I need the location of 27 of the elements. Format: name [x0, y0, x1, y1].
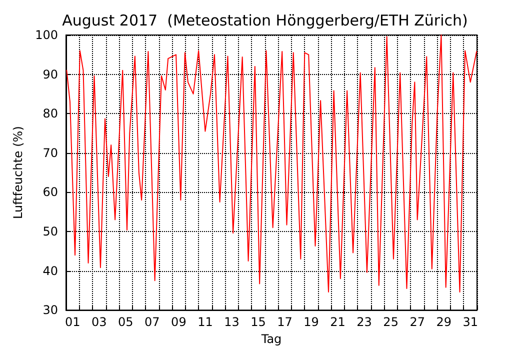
- chart-title: August 2017 (Meteostation Hönggerberg/ETH Zürich): [62, 12, 468, 30]
- x-tick-label: 05: [118, 315, 134, 330]
- x-tick-label: 31: [462, 315, 478, 330]
- y-tick-label: 30: [42, 303, 58, 318]
- y-tick-label: 40: [42, 264, 58, 278]
- y-tick-label: 70: [42, 146, 58, 160]
- x-tick-label: 03: [92, 315, 107, 330]
- x-tick-label: 23: [356, 315, 372, 330]
- y-tick-label: 100: [35, 28, 58, 42]
- y-tick-label: 80: [42, 106, 58, 121]
- x-tick-label: 07: [144, 315, 160, 330]
- x-tick-label: 15: [250, 315, 266, 330]
- x-tick-label: 17: [277, 315, 292, 330]
- x-tick-label: 01: [64, 315, 80, 330]
- y-axis-title: Luftfeuchte (%): [11, 126, 26, 219]
- x-tick-label: 27: [410, 315, 425, 330]
- x-tick-label: 13: [224, 315, 240, 330]
- x-tick-label: 21: [330, 315, 346, 330]
- y-tick-label: 60: [42, 185, 58, 200]
- x-tick-label: 11: [198, 315, 213, 330]
- x-tick-label: 29: [436, 315, 452, 330]
- x-tick-label: 09: [171, 315, 186, 330]
- y-tick-label: 90: [42, 67, 58, 82]
- x-axis-title: Tag: [260, 332, 282, 346]
- x-tick-label: 19: [304, 315, 319, 330]
- y-tick-label: 50: [42, 224, 58, 238]
- x-tick-label: 25: [383, 315, 398, 330]
